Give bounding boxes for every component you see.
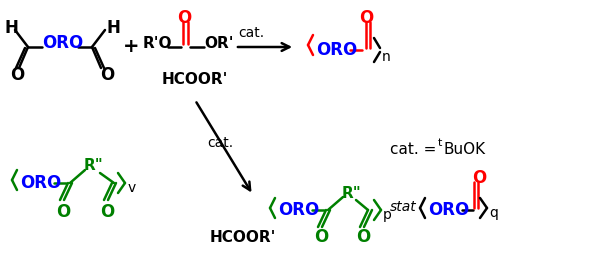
Text: OR': OR' [204,36,234,51]
Text: O: O [100,203,114,221]
Text: q: q [489,206,498,220]
Text: cat.: cat. [207,136,233,150]
Text: t: t [438,138,442,148]
Text: H: H [4,19,18,37]
Text: O: O [472,169,486,187]
Text: ORO: ORO [20,174,61,192]
Text: R": R" [84,158,104,173]
Text: R'O: R'O [143,36,173,51]
Text: cat. =: cat. = [390,142,436,157]
Text: O: O [177,9,191,27]
Text: v: v [128,181,136,195]
Text: HCOOR': HCOOR' [210,230,276,246]
Text: O: O [314,228,328,246]
Text: O: O [359,9,373,27]
Text: cat.: cat. [238,26,264,40]
Text: O: O [56,203,70,221]
Text: O: O [100,66,114,84]
Text: stat: stat [390,200,417,214]
Text: O: O [10,66,24,84]
Text: ORO: ORO [428,201,469,219]
Text: R": R" [342,186,362,200]
Text: BuOK: BuOK [444,142,486,157]
Text: p: p [383,208,392,222]
Text: ORO: ORO [316,41,357,59]
Text: n: n [382,50,391,64]
Text: H: H [107,19,121,37]
Text: O: O [356,228,370,246]
Text: ORO: ORO [42,34,83,52]
Text: HCOOR': HCOOR' [162,72,228,87]
Text: +: + [123,37,140,57]
Text: ORO: ORO [278,201,319,219]
